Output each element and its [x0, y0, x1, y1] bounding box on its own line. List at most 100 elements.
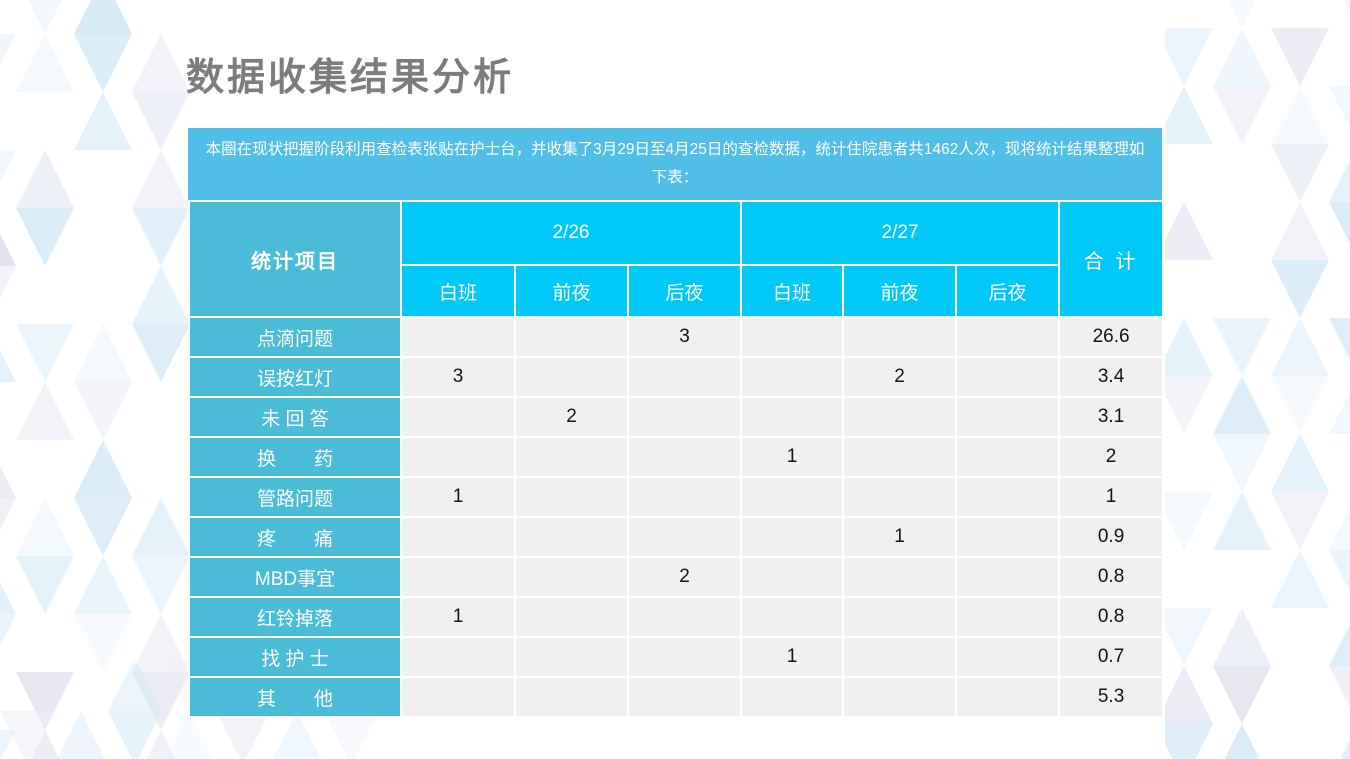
data-cell	[955, 476, 1061, 518]
row-label-cell: 未 回 答	[188, 396, 402, 438]
data-cell	[626, 436, 743, 478]
total-cell: 2	[1058, 436, 1165, 478]
header-shift-day-226: 白班	[400, 264, 516, 318]
data-cell	[740, 476, 845, 518]
table-header-row-dates: 统计项目 2/26 2/27 合 计	[188, 200, 1165, 318]
data-cell	[514, 476, 629, 518]
data-cell	[626, 476, 743, 518]
data-cell	[740, 596, 845, 638]
page-title: 数据收集结果分析	[186, 57, 515, 99]
data-cell	[842, 556, 958, 598]
total-cell: 3.1	[1058, 396, 1165, 438]
data-cell: 1	[400, 596, 516, 638]
data-cell: 1	[400, 476, 516, 518]
data-cell	[955, 356, 1061, 398]
data-cell	[400, 676, 516, 718]
table-row: 未 回 答 2 3.1	[188, 396, 1165, 438]
data-cell	[955, 596, 1061, 638]
data-cell	[400, 636, 516, 678]
header-shift-evening-227: 前夜	[842, 264, 958, 318]
data-cell	[842, 476, 958, 518]
total-cell: 0.7	[1058, 636, 1165, 678]
header-shift-day-227: 白班	[740, 264, 845, 318]
data-cell	[400, 436, 516, 478]
data-cell	[626, 676, 743, 718]
data-cell	[740, 516, 845, 558]
table-row: 点滴问题 3 26.6	[188, 316, 1165, 358]
data-cell	[842, 436, 958, 478]
data-cell	[955, 396, 1061, 438]
data-cell	[955, 316, 1061, 358]
data-cell	[842, 596, 958, 638]
data-cell	[626, 596, 743, 638]
row-label-cell: 疼 痛	[188, 516, 402, 558]
header-date-227: 2/27	[740, 200, 1061, 266]
data-cell: 2	[626, 556, 743, 598]
total-cell: 0.8	[1058, 596, 1165, 638]
data-cell	[400, 316, 516, 358]
header-project-column: 统计项目	[188, 200, 402, 318]
table-row: 其 他 5.3	[188, 676, 1165, 718]
data-cell	[626, 516, 743, 558]
table-row: 换 药 1 2	[188, 436, 1165, 478]
row-label-cell: 红铃掉落	[188, 596, 402, 638]
header-shift-evening-226: 前夜	[514, 264, 629, 318]
row-label-cell: 找 护 士	[188, 636, 402, 678]
data-cell	[955, 516, 1061, 558]
row-label-cell: 其 他	[188, 676, 402, 718]
total-cell: 1	[1058, 476, 1165, 518]
stats-table: 统计项目 2/26 2/27 合 计 白班 前夜 后夜 白班 前夜 后夜 点滴问…	[188, 200, 1165, 718]
data-cell	[955, 436, 1061, 478]
data-cell	[514, 556, 629, 598]
data-cell	[842, 676, 958, 718]
data-cell	[626, 636, 743, 678]
total-cell: 3.4	[1058, 356, 1165, 398]
data-cell	[740, 356, 845, 398]
data-cell: 2	[842, 356, 958, 398]
data-cell	[955, 556, 1061, 598]
table-row: 误按红灯 3 2 3.4	[188, 356, 1165, 398]
data-cell	[740, 556, 845, 598]
data-cell	[955, 636, 1061, 678]
data-cell: 3	[626, 316, 743, 358]
data-cell	[842, 316, 958, 358]
header-date-226: 2/26	[399, 200, 743, 266]
background-decoration-left	[0, 0, 190, 759]
data-cell: 3	[400, 356, 516, 398]
table-row: MBD事宜 2 0.8	[188, 556, 1165, 598]
info-banner: 本圈在现状把握阶段利用查检表张贴在护士台，并收集了3月29日至4月25日的查检数…	[188, 128, 1162, 200]
data-cell	[514, 356, 629, 398]
data-cell	[740, 316, 845, 358]
data-cell	[842, 396, 958, 438]
data-cell	[400, 556, 516, 598]
data-cell	[514, 316, 629, 358]
header-shift-night-226: 后夜	[626, 264, 743, 318]
table-row: 找 护 士 1 0.7	[188, 636, 1165, 678]
total-cell: 0.8	[1058, 556, 1165, 598]
data-cell: 1	[842, 516, 958, 558]
row-label-cell: MBD事宜	[188, 556, 402, 598]
data-cell	[955, 676, 1061, 718]
data-cell	[400, 516, 516, 558]
row-label-cell: 管路问题	[188, 476, 402, 518]
header-shift-night-227: 后夜	[955, 264, 1061, 318]
table-row: 疼 痛 1 0.9	[188, 516, 1165, 558]
data-cell: 1	[740, 436, 845, 478]
total-cell: 0.9	[1058, 516, 1165, 558]
data-cell	[514, 436, 629, 478]
row-label-cell: 点滴问题	[188, 316, 402, 358]
data-cell	[400, 396, 516, 438]
data-cell	[514, 676, 629, 718]
row-label-cell: 误按红灯	[188, 356, 402, 398]
data-cell: 2	[514, 396, 629, 438]
total-cell: 5.3	[1058, 676, 1165, 718]
data-cell	[626, 396, 743, 438]
data-cell	[740, 676, 845, 718]
header-total-column: 合 计	[1058, 200, 1165, 318]
data-cell	[514, 516, 629, 558]
table-row: 红铃掉落 1 0.8	[188, 596, 1165, 638]
table-header: 统计项目 2/26 2/27 合 计 白班 前夜 后夜 白班 前夜 后夜	[188, 200, 1165, 318]
data-cell	[842, 636, 958, 678]
data-cell	[626, 356, 743, 398]
